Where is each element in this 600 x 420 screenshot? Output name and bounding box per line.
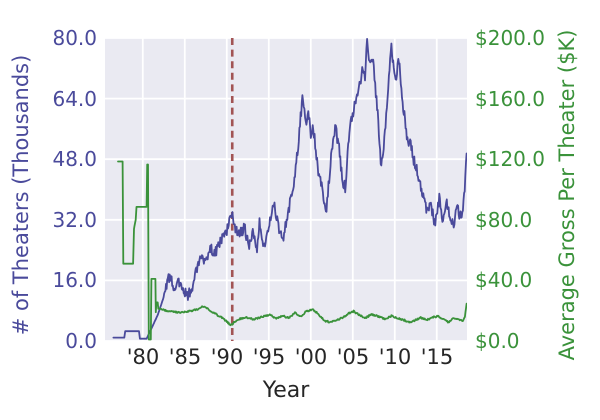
x-axis-label: Year: [262, 378, 310, 403]
left-axis-tick: 32.0: [52, 208, 97, 232]
right-axis-tick: $40.0: [475, 268, 533, 292]
x-axis-tick: '10: [378, 345, 412, 369]
plot-background: [105, 38, 467, 341]
right-axis-label: Average Gross Per Theater ($K): [555, 29, 579, 361]
right-axis-tick: $80.0: [475, 208, 533, 232]
plot-svg: [105, 38, 467, 341]
x-axis-tick: '15: [420, 345, 454, 369]
left-axis-tick: 80.0: [52, 26, 97, 50]
right-axis-tick: $120.0: [475, 147, 545, 171]
left-axis-label: # of Theaters (Thousands): [9, 54, 33, 336]
right-axis-tick: $0.0: [475, 329, 520, 353]
x-axis-tick: '05: [336, 345, 370, 369]
x-axis-tick: '85: [168, 345, 202, 369]
left-axis-tick: 16.0: [52, 268, 97, 292]
x-axis-tick: '80: [126, 345, 160, 369]
right-axis-tick: $200.0: [475, 26, 545, 50]
left-axis-tick: 48.0: [52, 147, 97, 171]
theaters-line: [112, 38, 467, 340]
left-axis-tick: 0.0: [65, 329, 97, 353]
avg-gross-line: [117, 160, 467, 341]
x-axis-tick: '90: [210, 345, 244, 369]
right-axis-tick: $160.0: [475, 87, 545, 111]
x-axis-tick: '00: [294, 345, 328, 369]
x-axis-tick: '95: [252, 345, 286, 369]
left-axis-tick: 64.0: [52, 87, 97, 111]
